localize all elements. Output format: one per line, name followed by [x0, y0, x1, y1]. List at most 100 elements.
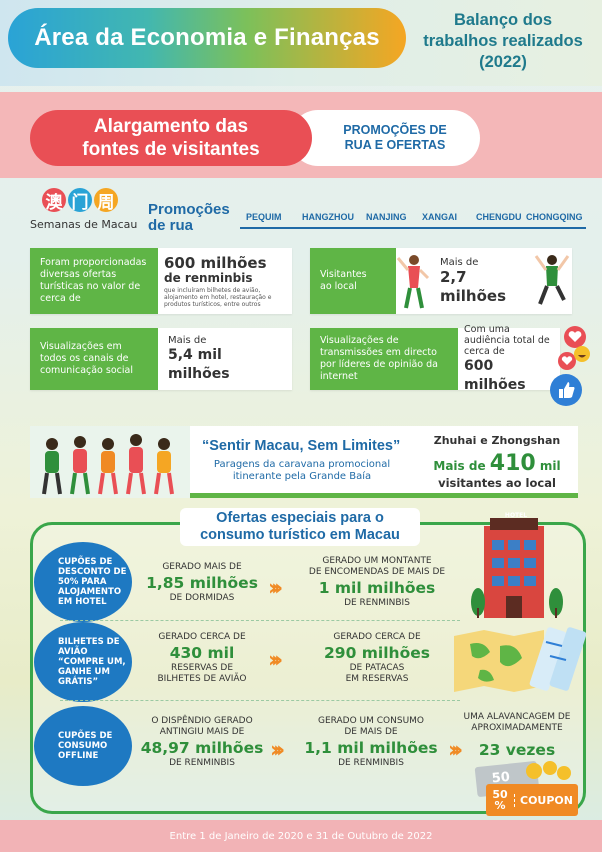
- stat-prefix: Com uma audiência total de cerca de: [464, 323, 550, 357]
- logo-char-1: 澳: [42, 188, 66, 213]
- stat-prefix: Mais de: [440, 256, 479, 268]
- oferta-bottom-line2: BILHETES DE AVIÃO: [157, 674, 247, 684]
- caravana-subtitle-line2: itinerante pela Grande Baía: [232, 471, 372, 482]
- promocoes-label-line1: Promoções: [148, 201, 230, 218]
- caravana-cities: Zhuhai e Zhongshan: [433, 434, 561, 447]
- logo-char-3: 周: [94, 188, 118, 213]
- stat-card-transmissoes: Visualizações de transmissões em directo…: [310, 324, 560, 393]
- city-label: HANGZHOU: [302, 212, 354, 222]
- oferta-top: GERADO MAIS DE: [162, 562, 242, 572]
- section-title-line1: Alargamento das: [93, 116, 249, 137]
- section-title-line2: fontes de visitantes: [82, 139, 260, 160]
- oferta-top-line1: O DISPÊNDIO GERADO: [151, 716, 253, 726]
- oferta-top-line1: GERADO UM MONTANTE: [322, 556, 432, 566]
- stat-value: 2,7 milhões: [440, 267, 506, 305]
- stat-prefix: Mais de: [168, 334, 207, 346]
- oferta-bottom: DE RENMINBIS: [338, 758, 404, 768]
- footer-text: Entre 1 de Janeiro de 2020 e 31 de Outub…: [169, 830, 433, 842]
- stat-value: 5,4 mil milhões: [168, 346, 230, 382]
- stat-label-line1: Visitantes: [320, 269, 367, 280]
- section-subtitle-line2: RUA E OFERTAS: [344, 138, 446, 152]
- stat-card-visitantes: Visitantes ao local Mais de 2,7 milhões: [310, 248, 572, 314]
- section-subtitle-line1: PROMOÇÕES DE: [343, 123, 447, 137]
- city-label: PEQUIM: [246, 212, 282, 222]
- oferta-value: 1,1 mil milhões: [304, 739, 438, 757]
- bubble-hotel: Cupões de desconto de 50% para alojament…: [34, 542, 132, 622]
- bubble-consumo: Cupões de consumo offline: [34, 706, 132, 786]
- oferta-col-1: GERADO CERCA DE 430 mil RESERVAS DE BILH…: [140, 632, 264, 685]
- oferta-bottom: DE RENMINBIS: [169, 758, 235, 768]
- report-title-line1: Balanço dos: [453, 11, 553, 29]
- oferta-col-2: GERADO UM CONSUMO DE MAIS DE 1,1 mil mil…: [298, 716, 444, 769]
- city-timeline-line: [240, 227, 586, 229]
- row-divider: [60, 700, 460, 701]
- oferta-col-2: GERADO CERCA DE 290 milhões DE PATACAS E…: [296, 632, 458, 685]
- city-timeline: PEQUIM HANGZHOU NANJING XANGAI CHENGDU C…: [240, 208, 586, 229]
- caravana-stat-block: Zhuhai e Zhongshan Mais de 410 mil visit…: [422, 434, 572, 490]
- oferta-col-3: UMA ALAVANCAGEM DE APROXIMADAMENTE 23 ve…: [452, 712, 582, 760]
- stat-note: que incluíram bilhetes de avião, alojame…: [164, 286, 272, 308]
- oferta-col-2: GERADO UM MONTANTE DE ENCOMENDAS DE MAIS…: [296, 556, 458, 609]
- coupon-label: COUPON: [514, 793, 578, 807]
- oferta-value: 290 milhões: [324, 644, 430, 662]
- oferta-top: GERADO CERCA DE: [158, 632, 246, 642]
- people-group-icon: [30, 426, 190, 498]
- bubble-aviao: Bilhetes de avião “Compre um, ganhe um g…: [34, 622, 132, 702]
- caravana-title: “Sentir Macau, Sem Limites”: [202, 438, 401, 454]
- oferta-value: 48,97 milhões: [140, 739, 264, 757]
- chevrons-right-icon: ›››: [268, 648, 283, 673]
- oferta-top-line2: DE MAIS DE: [344, 727, 398, 737]
- stat-card-visualizacoes: Visualizações em todos os canais de comu…: [30, 328, 292, 390]
- promocoes-label: Promoções de rua: [148, 202, 230, 234]
- caravana-subtitle-line1: Paragens da caravana promocional: [213, 459, 391, 470]
- stat-value: 600 milhões: [464, 357, 526, 393]
- laugh-emoji-icon: [574, 346, 590, 362]
- oferta-value: 23 vezes: [478, 741, 556, 759]
- caravana-stat-suffix: visitantes ao local: [438, 476, 556, 490]
- row-divider: [60, 620, 460, 621]
- bubble-label: Cupões de consumo offline: [58, 731, 113, 761]
- oferta-top-line2: APROXIMADAMENTE: [471, 723, 563, 733]
- map-tickets-icon: [450, 622, 587, 696]
- stat-label-line2: ao local: [320, 281, 357, 292]
- coupon-front-pct-sign: %: [494, 799, 506, 812]
- report-title-line2: trabalhos realizados: [423, 32, 583, 50]
- footer: Entre 1 de Janeiro de 2020 e 31 de Outub…: [0, 820, 602, 852]
- stat-unit: de renminbis: [164, 270, 253, 285]
- dancer-figure-icon: [396, 248, 430, 314]
- city-label: XANGAI: [422, 212, 458, 222]
- heart-icon: [558, 352, 576, 370]
- logo-char-2: 门: [68, 188, 92, 213]
- main-title-pill: Área da Economia e Finanças: [8, 8, 406, 68]
- stat-label: Visualizações em todos os canais de comu…: [30, 328, 158, 390]
- oferta-col-1: GERADO MAIS DE 1,85 milhões DE DORMIDAS: [140, 562, 264, 604]
- oferta-value: 1,85 milhões: [146, 574, 258, 592]
- bubble-label: Cupões de desconto de 50% para alojament…: [58, 557, 127, 607]
- oferta-bottom: DE RENMINBIS: [344, 598, 410, 608]
- heart-icon: [564, 326, 586, 348]
- coupon-front: 50 % COUPON: [486, 784, 578, 816]
- oferta-top-line1: UMA ALAVANCAGEM DE: [463, 712, 571, 722]
- oferta-top-line2: ANTINGIU MAIS DE: [159, 727, 245, 737]
- oferta-value: 430 mil: [169, 644, 235, 662]
- city-label: CHENGDU: [476, 212, 522, 222]
- section-subtitle-pill: PROMOÇÕES DE RUA E OFERTAS: [290, 110, 480, 166]
- oferta-top-line2: DE ENCOMENDAS DE MAIS DE: [308, 567, 446, 577]
- stat-card-ofertas: Foram proporcionadas diversas ofertas tu…: [30, 248, 292, 314]
- caravana-stat-unit: mil: [539, 459, 561, 473]
- stat-value: 600 milhões: [164, 253, 267, 272]
- oferta-value: 1 mil milhões: [318, 579, 436, 597]
- hotel-sign: HOTEL: [504, 512, 528, 519]
- oferta-top-line1: GERADO UM CONSUMO: [317, 716, 425, 726]
- section-title-pill: Alargamento das fontes de visitantes: [30, 110, 312, 166]
- promocoes-label-line2: de rua: [148, 217, 194, 234]
- gold-coins-icon: [524, 760, 574, 782]
- semanas-macau-logo: 澳 门 周 Semanas de Macau: [30, 188, 138, 244]
- thumbs-up-icon: [550, 374, 582, 406]
- report-title: Balanço dos trabalhos realizados (2022): [412, 10, 594, 73]
- jumping-figure-icon: [532, 248, 572, 314]
- logo-subtitle: Semanas de Macau: [30, 218, 138, 231]
- caravana-banner: “Sentir Macau, Sem Limites” Paragens da …: [30, 426, 578, 498]
- oferta-bottom-line1: RESERVAS DE: [170, 663, 234, 673]
- stat-label: Foram proporcionadas diversas ofertas tu…: [30, 248, 158, 314]
